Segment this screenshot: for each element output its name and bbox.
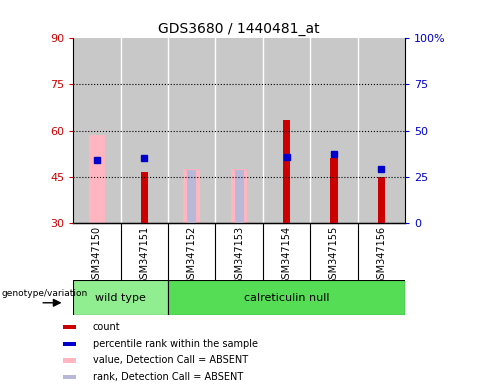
Bar	[168, 280, 405, 315]
Bar	[62, 375, 76, 379]
Bar	[187, 170, 196, 223]
Bar	[231, 169, 247, 223]
Text: GSM347155: GSM347155	[329, 225, 339, 285]
Text: rank, Detection Call = ABSENT: rank, Detection Call = ABSENT	[93, 372, 243, 382]
Text: percentile rank within the sample: percentile rank within the sample	[93, 339, 258, 349]
Bar	[168, 38, 215, 223]
Bar	[183, 169, 200, 223]
Bar	[215, 38, 263, 223]
Bar	[73, 38, 121, 223]
Bar	[121, 38, 168, 223]
Bar	[330, 158, 338, 223]
Title: GDS3680 / 1440481_at: GDS3680 / 1440481_at	[158, 22, 320, 36]
Bar	[235, 170, 244, 223]
Bar	[141, 172, 148, 223]
Text: GSM347151: GSM347151	[139, 225, 149, 285]
Text: GSM347154: GSM347154	[282, 225, 291, 285]
Bar	[89, 135, 105, 223]
Bar	[62, 342, 76, 346]
Text: genotype/variation: genotype/variation	[1, 289, 88, 298]
Text: GSM347153: GSM347153	[234, 225, 244, 285]
Bar	[378, 177, 385, 223]
Text: value, Detection Call = ABSENT: value, Detection Call = ABSENT	[93, 356, 248, 366]
Text: GSM347150: GSM347150	[92, 225, 102, 285]
Text: GSM347152: GSM347152	[187, 225, 197, 285]
Bar	[263, 38, 310, 223]
Bar	[283, 120, 290, 223]
Bar	[358, 38, 405, 223]
Bar	[310, 38, 358, 223]
Bar	[62, 325, 76, 329]
Text: count: count	[93, 322, 120, 332]
Text: calreticulin null: calreticulin null	[244, 293, 329, 303]
Bar	[73, 280, 168, 315]
Bar	[62, 358, 76, 362]
Text: wild type: wild type	[95, 293, 146, 303]
Text: GSM347156: GSM347156	[376, 225, 386, 285]
